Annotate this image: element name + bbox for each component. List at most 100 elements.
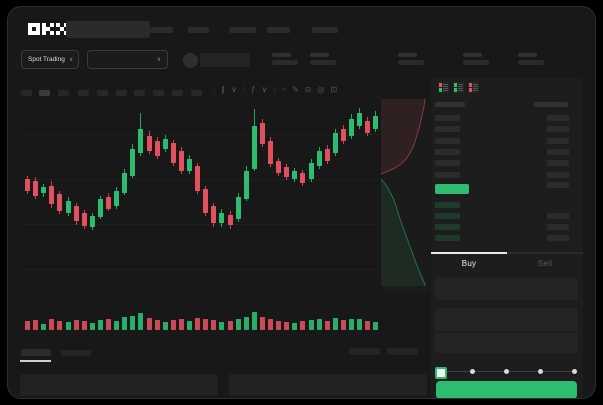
volume-bar: [211, 320, 216, 330]
timeframe-button-placeholder[interactable]: [58, 90, 69, 96]
orderbook-last-price-amount: [547, 182, 569, 188]
timeframe-button-placeholder[interactable]: [153, 90, 164, 96]
volume-bar: [171, 320, 176, 330]
fullscreen-icon[interactable]: ⊡: [330, 85, 338, 94]
ask-row[interactable]: [431, 137, 583, 145]
bottom-action-placeholder[interactable]: [387, 348, 418, 355]
screenshot-icon[interactable]: ⊙: [304, 85, 312, 94]
bottom-tab-active[interactable]: [21, 349, 51, 356]
candle-body: [163, 139, 168, 150]
bottom-action-placeholder[interactable]: [349, 348, 380, 355]
candle-body: [90, 215, 95, 227]
okx-logo-glyph: [42, 23, 54, 35]
orderbook-bids-icon[interactable]: [453, 82, 464, 93]
settings-icon[interactable]: ◎: [317, 85, 325, 94]
timeframe-button-placeholder[interactable]: [172, 90, 183, 96]
chart-type-icon[interactable]: ∥: [221, 85, 226, 94]
candle-body: [284, 166, 289, 177]
volume-bar: [90, 322, 95, 330]
nav-item-placeholder[interactable]: [267, 27, 290, 33]
bottom-tab-inactive[interactable]: [61, 350, 91, 356]
volume-bar: [333, 317, 338, 330]
slider-stop-dot[interactable]: [469, 369, 475, 374]
search-input[interactable]: [66, 21, 150, 38]
volume-bar: [244, 317, 249, 330]
pair-selector[interactable]: ∨: [87, 50, 168, 69]
ask-price-placeholder: [435, 160, 460, 167]
bid-row[interactable]: [431, 234, 583, 242]
nav-item-placeholder[interactable]: [312, 27, 338, 33]
bid-row[interactable]: [431, 223, 583, 231]
orderbook-col-header-amount: [534, 102, 568, 107]
toolbar-separator: |: [273, 85, 276, 94]
candle-body: [98, 199, 103, 218]
active-tab-underline: [431, 252, 507, 254]
nav-item-placeholder[interactable]: [150, 27, 173, 33]
volume-bar: [317, 318, 322, 330]
candle-body: [236, 196, 241, 219]
slider-stop-dot[interactable]: [571, 369, 577, 374]
okx-logo[interactable]: [28, 23, 68, 35]
buy-submit-button[interactable]: [436, 381, 577, 398]
draw-tool-icon[interactable]: ✎: [292, 85, 299, 94]
orderbook-asks-icon[interactable]: [468, 82, 479, 93]
chevron-down-icon[interactable]: ∨: [261, 85, 268, 94]
slider-stop-dot[interactable]: [503, 369, 509, 374]
volume-bar: [179, 318, 184, 330]
volume-bar: [341, 320, 346, 330]
ask-amount-placeholder: [547, 126, 569, 133]
order-price-field[interactable]: [435, 278, 578, 300]
nav-item-placeholder[interactable]: [229, 27, 256, 33]
timeframe-button-placeholder[interactable]: [97, 90, 108, 96]
bid-amount-placeholder: [547, 213, 569, 219]
candle-body: [309, 162, 314, 180]
timeframe-button-placeholder[interactable]: [78, 90, 89, 96]
volume-bar: [300, 320, 305, 330]
tab-buy[interactable]: Buy: [461, 259, 477, 268]
timeframe-button-placeholder[interactable]: [134, 90, 145, 96]
volume-bar: [260, 316, 265, 330]
ask-price-placeholder: [435, 115, 460, 121]
volume-bar: [284, 321, 289, 330]
candle-body: [211, 206, 216, 223]
orderbook-last-price[interactable]: [435, 184, 469, 194]
candle-body: [106, 196, 111, 209]
order-amount-field[interactable]: [435, 308, 578, 331]
candle-body: [195, 166, 200, 192]
candle-body: [130, 149, 135, 177]
bid-row[interactable]: [431, 201, 583, 209]
candle-body: [25, 179, 30, 192]
chart-toolbar-icons: | ∥ ∨ | ƒ ∨ | ~ ✎ ⊙ ◎ ⊡: [210, 84, 340, 96]
indicator-icon[interactable]: ƒ: [251, 85, 256, 94]
volume-bar: [49, 319, 54, 330]
ask-row[interactable]: [431, 114, 583, 122]
timeframe-button-placeholder[interactable]: [116, 90, 127, 96]
candle-body: [292, 170, 297, 180]
ask-row[interactable]: [431, 148, 583, 156]
ask-row[interactable]: [431, 125, 583, 133]
slider-stop-dot[interactable]: [537, 369, 543, 374]
ask-price-placeholder: [435, 126, 460, 133]
ask-row[interactable]: [431, 171, 583, 179]
candlestick-chart[interactable]: [21, 101, 379, 291]
line-tool-icon[interactable]: ~: [281, 85, 287, 94]
ask-row[interactable]: [431, 159, 583, 167]
timeframe-button-placeholder[interactable]: [39, 90, 50, 96]
volume-bar: [130, 315, 135, 330]
volume-pane[interactable]: [21, 292, 379, 330]
depth-chart[interactable]: [380, 98, 429, 291]
orderbook-combined-icon[interactable]: [438, 82, 449, 93]
bid-row[interactable]: [431, 212, 583, 220]
market-type-selector[interactable]: Spot Trading ∨: [21, 50, 79, 69]
order-total-field[interactable]: [435, 333, 578, 353]
tab-sell[interactable]: Sell: [537, 259, 553, 268]
timeframe-button-placeholder[interactable]: [21, 90, 32, 96]
amount-slider-handle[interactable]: [435, 367, 447, 379]
volume-bar: [349, 319, 354, 330]
chevron-down-icon[interactable]: ∨: [231, 85, 237, 94]
nav-item-placeholder[interactable]: [188, 27, 209, 33]
stat-label-placeholder: [518, 53, 537, 57]
timeframe-button-placeholder[interactable]: [191, 90, 202, 96]
candle-body: [365, 120, 370, 133]
volume-bar: [228, 320, 233, 330]
